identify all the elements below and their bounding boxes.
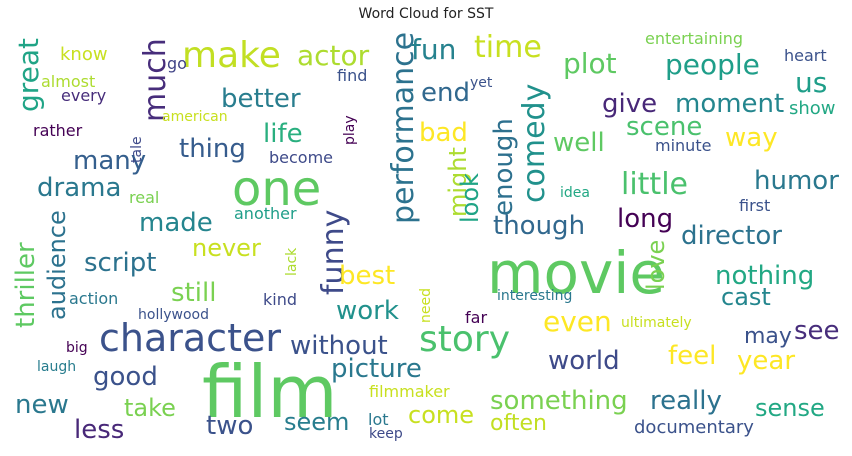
word-people: people bbox=[665, 48, 760, 81]
word-best: best bbox=[339, 261, 396, 291]
word-drama: drama bbox=[37, 173, 122, 203]
word-filmmaker: filmmaker bbox=[369, 382, 450, 401]
word-new: new bbox=[15, 390, 69, 420]
word-less: less bbox=[74, 415, 125, 445]
word-interesting: interesting bbox=[497, 288, 573, 304]
word-almost: almost bbox=[41, 72, 96, 91]
word-though: though bbox=[493, 211, 586, 241]
word-movie: movie bbox=[487, 239, 666, 307]
word-one: one bbox=[232, 161, 322, 217]
word-great: great bbox=[12, 37, 45, 112]
word-action: action bbox=[69, 289, 119, 308]
word-lot: lot bbox=[368, 410, 389, 429]
word-even: even bbox=[543, 305, 612, 338]
word-work: work bbox=[336, 296, 399, 326]
word-sense: sense bbox=[755, 394, 825, 422]
word-world: world bbox=[548, 346, 620, 376]
word-take: take bbox=[124, 394, 176, 422]
word-kind: kind bbox=[263, 290, 298, 309]
word-find: find bbox=[337, 66, 368, 85]
word-never: never bbox=[192, 234, 261, 262]
word-moment: moment bbox=[675, 89, 785, 119]
word-keep: keep bbox=[369, 426, 403, 442]
word-audience: audience bbox=[43, 210, 71, 320]
chart-title: Word Cloud for SST bbox=[358, 6, 494, 22]
word-far: far bbox=[465, 308, 488, 327]
word-idea: idea bbox=[560, 185, 590, 201]
word-come: come bbox=[408, 401, 475, 429]
word-still: still bbox=[171, 278, 217, 308]
word-hollywood: hollywood bbox=[138, 307, 209, 323]
word-comedy: comedy bbox=[517, 83, 552, 203]
word-another: another bbox=[234, 204, 297, 223]
word-two: two bbox=[206, 411, 254, 441]
word-us: us bbox=[795, 66, 828, 99]
word-go: go bbox=[167, 54, 187, 73]
word-well: well bbox=[553, 128, 605, 158]
word-cast: cast bbox=[721, 283, 771, 311]
word-heart: heart bbox=[784, 46, 827, 65]
word-yet: yet bbox=[470, 75, 493, 91]
word-every: every bbox=[61, 86, 107, 105]
word-show: show bbox=[789, 98, 836, 119]
word-look: look bbox=[456, 173, 484, 223]
word-thing: thing bbox=[179, 134, 246, 164]
word-something: something bbox=[490, 386, 628, 416]
word-actor: actor bbox=[297, 39, 370, 72]
word-become: become bbox=[269, 148, 334, 167]
word-american: american bbox=[162, 109, 228, 125]
word-big: big bbox=[66, 340, 88, 356]
word-life: life bbox=[263, 119, 303, 149]
word-may: may bbox=[744, 324, 792, 349]
word-made: made bbox=[139, 208, 213, 238]
word-need: need bbox=[418, 288, 434, 323]
word-documentary: documentary bbox=[634, 417, 754, 438]
word-story: story bbox=[419, 319, 511, 360]
word-entertaining: entertaining bbox=[645, 29, 744, 48]
word-know: know bbox=[60, 44, 108, 65]
word-good: good bbox=[93, 362, 158, 392]
word-film: film bbox=[202, 350, 338, 434]
word-without: without bbox=[290, 331, 388, 361]
word-little: little bbox=[621, 167, 688, 202]
word-really: really bbox=[650, 386, 722, 416]
word-see: see bbox=[794, 316, 840, 346]
word-lack: lack bbox=[284, 247, 300, 276]
word-thriller: thriller bbox=[11, 242, 41, 328]
word-bad: bad bbox=[419, 118, 468, 148]
word-director: director bbox=[681, 221, 782, 251]
word-nothing: nothing bbox=[715, 261, 815, 291]
word-better: better bbox=[221, 84, 301, 114]
word-end: end bbox=[421, 78, 470, 108]
word-long: long bbox=[617, 204, 674, 234]
word-script: script bbox=[84, 248, 157, 278]
word-many: many bbox=[73, 146, 147, 176]
word-scene: scene bbox=[626, 112, 703, 142]
word-often: often bbox=[490, 411, 547, 436]
word-tale: tale bbox=[129, 136, 145, 163]
word-feel: feel bbox=[668, 341, 717, 371]
word-give: give bbox=[602, 89, 658, 119]
word-real: real bbox=[129, 188, 160, 207]
word-fun: fun bbox=[411, 33, 457, 66]
word-character: character bbox=[99, 316, 281, 360]
word-way: way bbox=[725, 123, 778, 153]
word-seem: seem bbox=[284, 408, 350, 436]
word-picture: picture bbox=[331, 354, 422, 384]
word-play: play bbox=[342, 115, 358, 145]
word-laugh: laugh bbox=[37, 359, 77, 375]
word-minute: minute bbox=[655, 136, 712, 155]
word-rather: rather bbox=[33, 121, 83, 140]
word-year: year bbox=[737, 346, 796, 376]
word-plot: plot bbox=[563, 47, 617, 80]
word-ultimately: ultimately bbox=[621, 315, 692, 331]
word-first: first bbox=[739, 196, 771, 215]
word-time: time bbox=[474, 30, 542, 65]
word-make: make bbox=[182, 35, 281, 76]
word-humor: humor bbox=[754, 166, 839, 196]
word-enough: enough bbox=[489, 118, 519, 216]
word-cloud: film movie one character make story performanc… bbox=[7, 28, 845, 448]
word-love: love bbox=[642, 239, 670, 290]
